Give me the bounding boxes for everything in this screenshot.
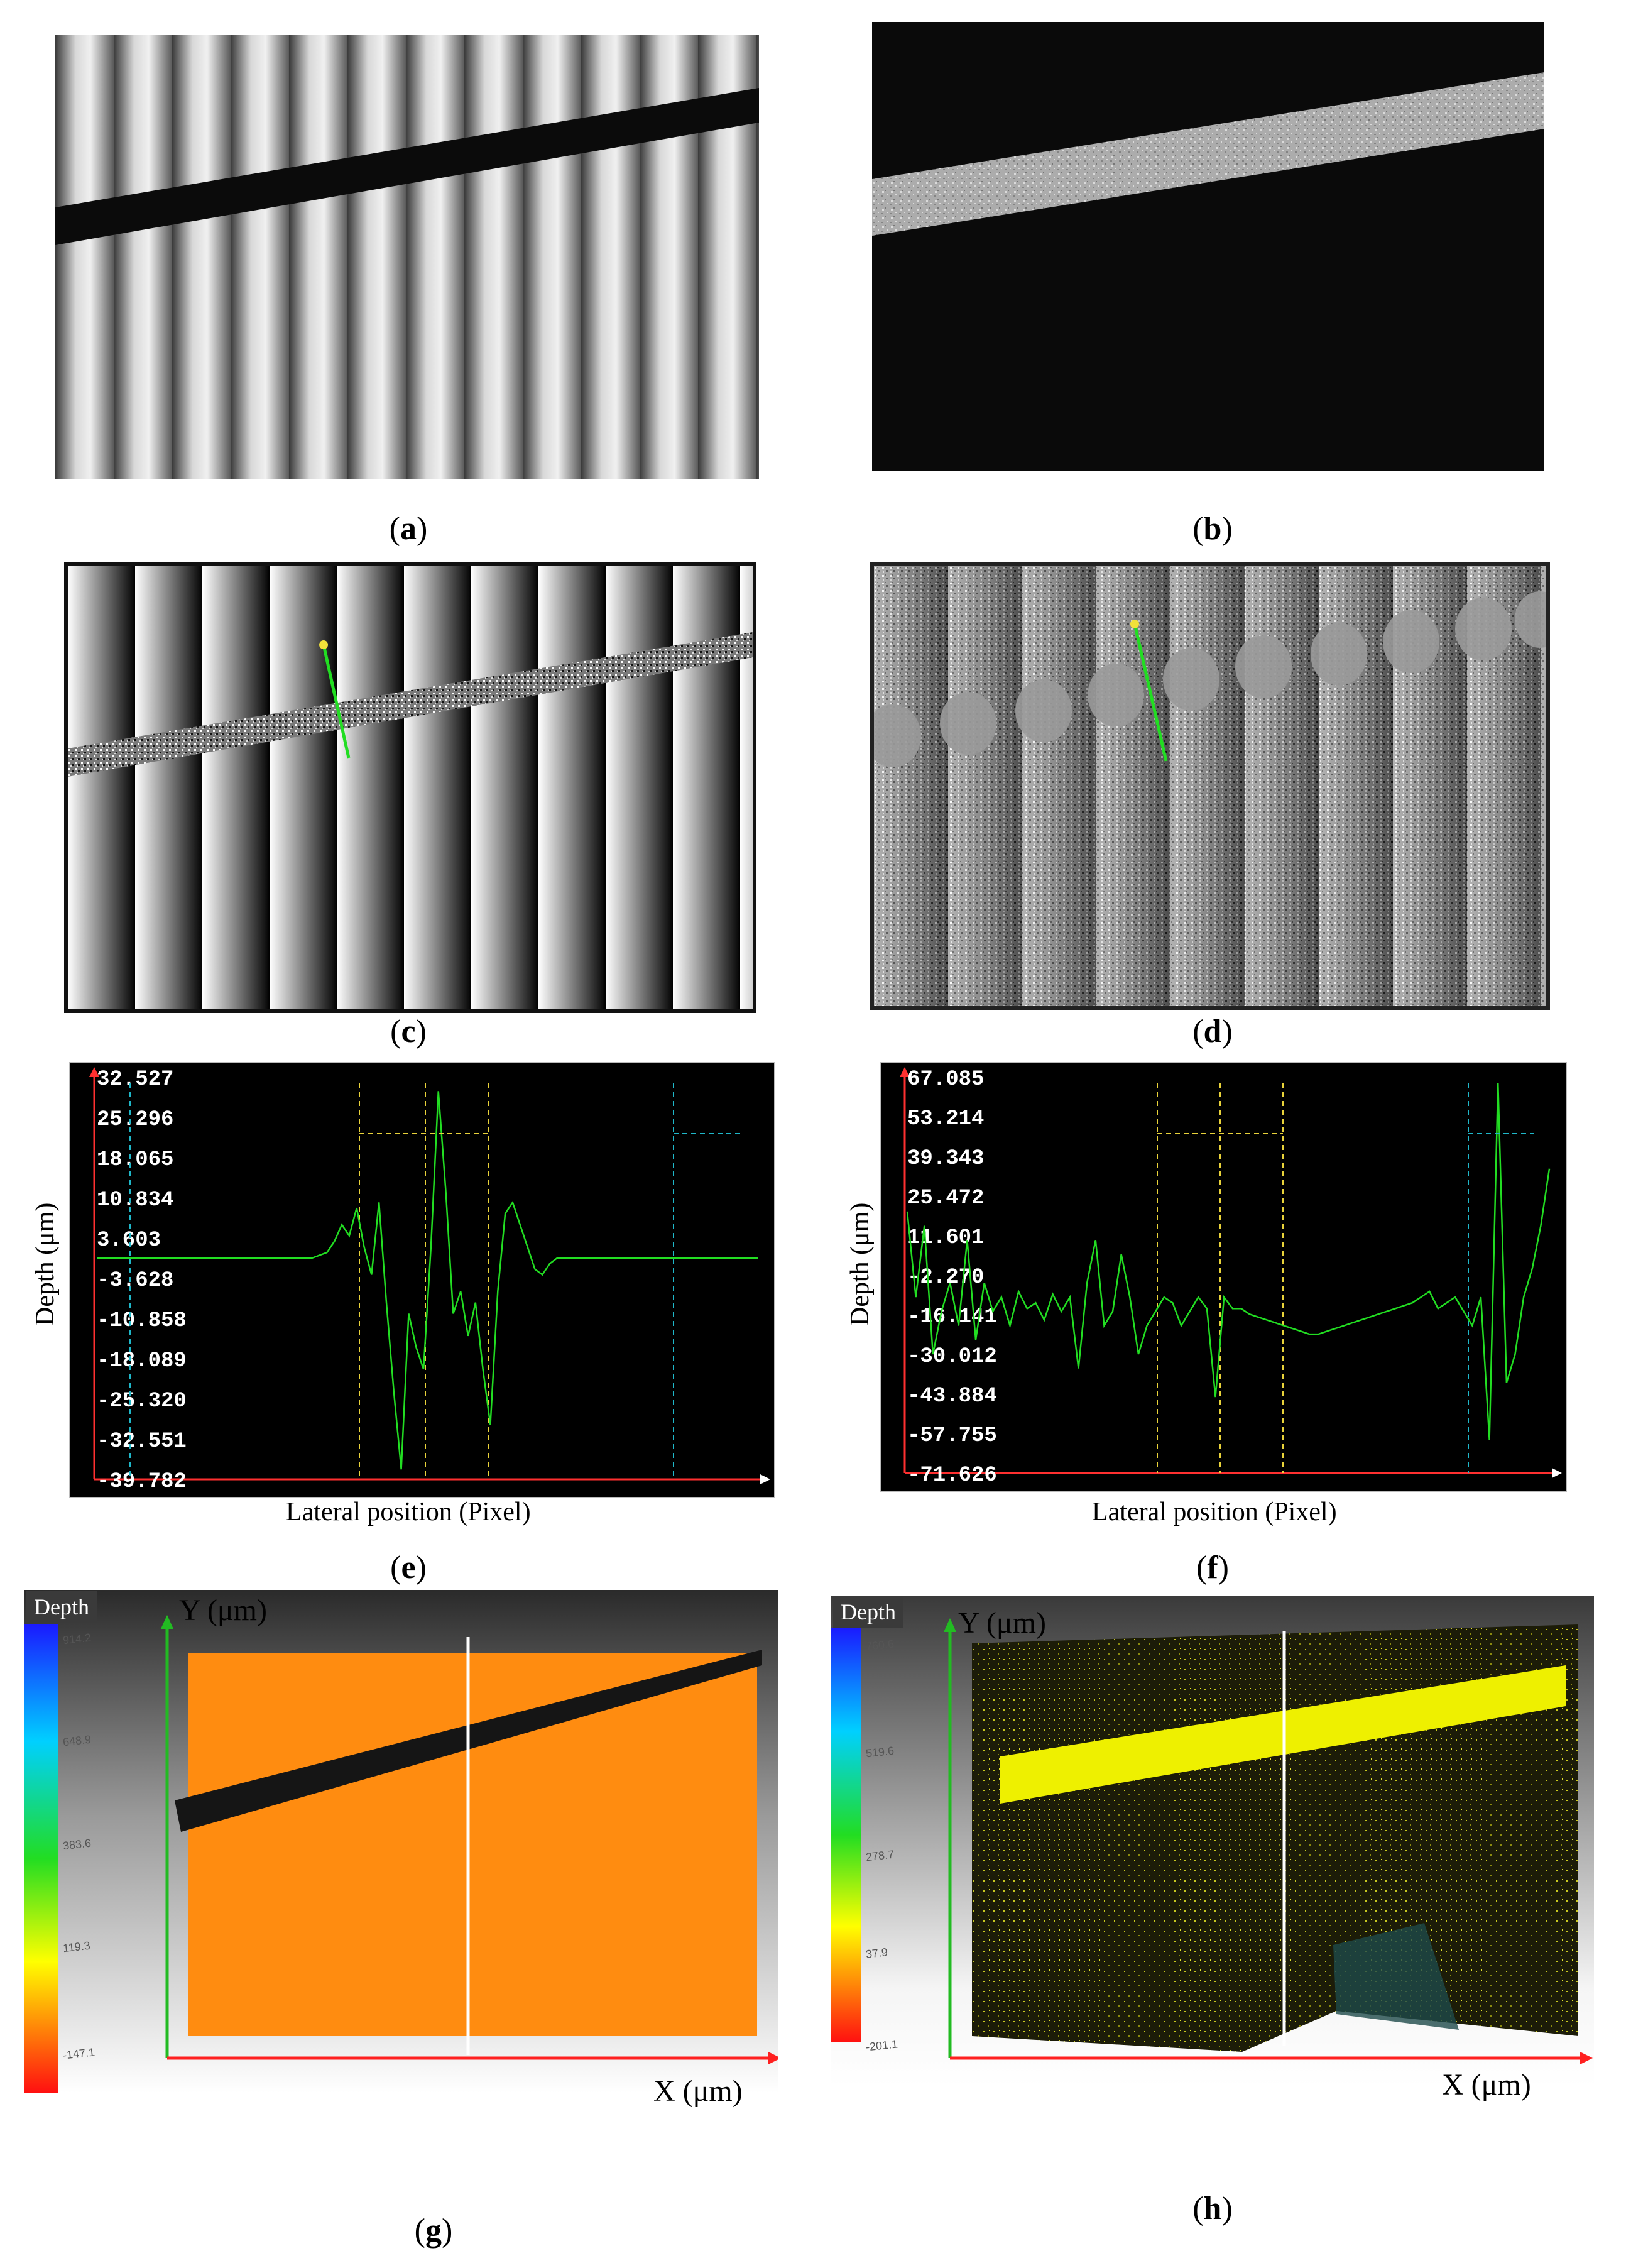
chart-f-tick-label: 53.214 <box>907 1107 984 1131</box>
chart-f-tick-label: -71.626 <box>907 1464 997 1487</box>
caption-b: (b) <box>1192 511 1233 547</box>
chart-f-depth-trace <box>906 1083 1551 1440</box>
view-h-y-axis-label: Y (μm) <box>958 1606 1046 1640</box>
chart-e-depth-trace <box>97 1091 758 1470</box>
chart-e-tick-label: 25.296 <box>97 1108 173 1132</box>
panel-d-image <box>865 562 1565 1010</box>
legend-h-title: Depth <box>833 1596 903 1628</box>
chart-e-tick-label: 3.603 <box>97 1229 161 1252</box>
view-g-x-axis-label: X (μm) <box>653 2074 743 2108</box>
chart-f-xlabel: Lateral position (Pixel) <box>1092 1498 1337 1526</box>
chart-e-tick-label: 32.527 <box>97 1068 173 1092</box>
chart-f-tick-label: 11.601 <box>907 1226 984 1250</box>
caption-c: (c) <box>390 1014 427 1049</box>
legend-g-title: Depth <box>26 1591 97 1623</box>
caption-e: (e) <box>390 1550 427 1586</box>
chart-f-ylabel: Depth (μm) <box>846 1202 875 1326</box>
chart-f-tick-label: -16.141 <box>907 1305 997 1329</box>
panel-c-image <box>64 562 756 1013</box>
chart-e-x-arrow <box>760 1474 770 1484</box>
chart-e: 32.527 25.296 18.065 10.834 3.603 -3.628 -10.8… <box>69 1062 775 1498</box>
chart-e-ylabel: Depth (μm) <box>31 1202 60 1326</box>
chart-f-tick-label: 25.472 <box>907 1186 984 1210</box>
chart-e-tick-label: -3.628 <box>97 1269 173 1293</box>
chart-f-tick-label: 67.085 <box>907 1068 984 1092</box>
chart-e-tick-label: 18.065 <box>97 1148 173 1172</box>
chart-e-tick-label: -18.089 <box>97 1349 187 1373</box>
chart-e-tick-label: 10.834 <box>97 1188 173 1212</box>
chart-f-tick-label: 39.343 <box>907 1147 984 1171</box>
chart-f-plot: 67.08553.21439.34325.47211.601-2.270-16.… <box>900 1067 1562 1487</box>
panel-b-image <box>872 22 1544 471</box>
chart-f-tick-label: -57.755 <box>907 1424 997 1448</box>
legend-h-tick-3: 37.9 <box>865 1946 888 1961</box>
chart-e-xlabel: Lateral position (Pixel) <box>286 1498 531 1526</box>
panel-g-view <box>24 1590 781 2093</box>
chart-f-tick-label: -43.884 <box>907 1384 997 1408</box>
chart-e-y-arrow <box>89 1067 99 1077</box>
caption-f: (f) <box>1196 1550 1229 1586</box>
caption-g: (g) <box>414 2213 453 2249</box>
view-h-x-axis-label: X (μm) <box>1442 2068 1531 2101</box>
chart-f-x-arrow <box>1552 1468 1562 1478</box>
chart-e-plot: 32.527 25.296 18.065 10.834 3.603 -3.628 -10.8… <box>89 1067 770 1494</box>
chart-f-tick-label: -30.012 <box>907 1345 997 1369</box>
panel-a-image <box>55 35 759 479</box>
caption-a: (a) <box>389 511 428 547</box>
chart-e-tick-label: -32.551 <box>97 1430 187 1454</box>
chart-e-tick-label: -25.320 <box>97 1389 187 1413</box>
chart-e-tick-label: -39.782 <box>97 1470 187 1494</box>
chart-f-y-arrow <box>900 1067 910 1077</box>
caption-d: (d) <box>1192 1014 1233 1049</box>
view-g-y-axis-label: Y (μm) <box>179 1594 267 1627</box>
caption-h: (h) <box>1192 2191 1233 2227</box>
chart-e-tick-label: -10.858 <box>97 1309 187 1333</box>
panel-h-view <box>831 1596 1594 2086</box>
chart-f: 67.085 53.214 39.343 25.472 11.601 -2.270 -16.… <box>880 1062 1567 1492</box>
